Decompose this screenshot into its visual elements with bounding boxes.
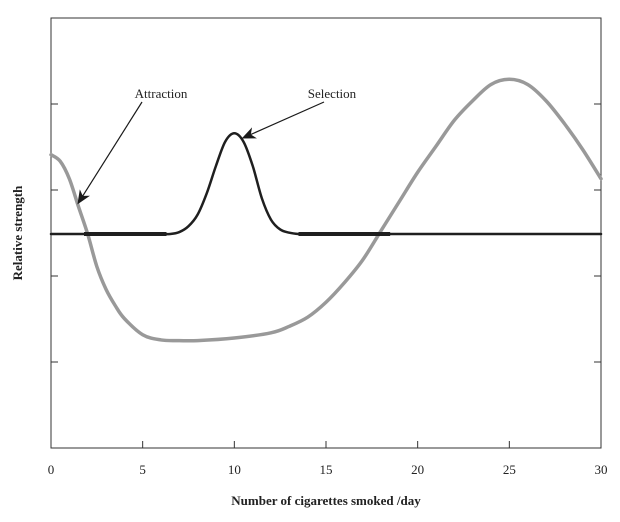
x-tick-label: 30 xyxy=(595,462,608,477)
x-tick-label: 5 xyxy=(139,462,146,477)
x-tick-label: 20 xyxy=(411,462,424,477)
x-tick-label: 25 xyxy=(503,462,516,477)
annotation-label-attraction: Attraction xyxy=(135,86,188,101)
annotations: Attraction Selection xyxy=(77,86,357,205)
selection-curve xyxy=(49,132,603,236)
tick-labels: 0 5 10 15 20 25 30 xyxy=(48,462,608,477)
y-axis-label: Relative strength xyxy=(10,185,25,280)
x-tick-label: 15 xyxy=(320,462,333,477)
annotation-arrow-selection xyxy=(241,101,325,139)
tick-marks xyxy=(50,103,602,448)
x-tick-label: 0 xyxy=(48,462,55,477)
annotation-label-selection: Selection xyxy=(308,86,357,101)
x-axis-label: Number of cigarettes smoked /day xyxy=(231,493,421,508)
x-tick-label: 10 xyxy=(228,462,241,477)
series-lines xyxy=(49,77,603,343)
annotation-arrow-attraction xyxy=(77,101,143,205)
attraction-curve xyxy=(49,77,603,343)
